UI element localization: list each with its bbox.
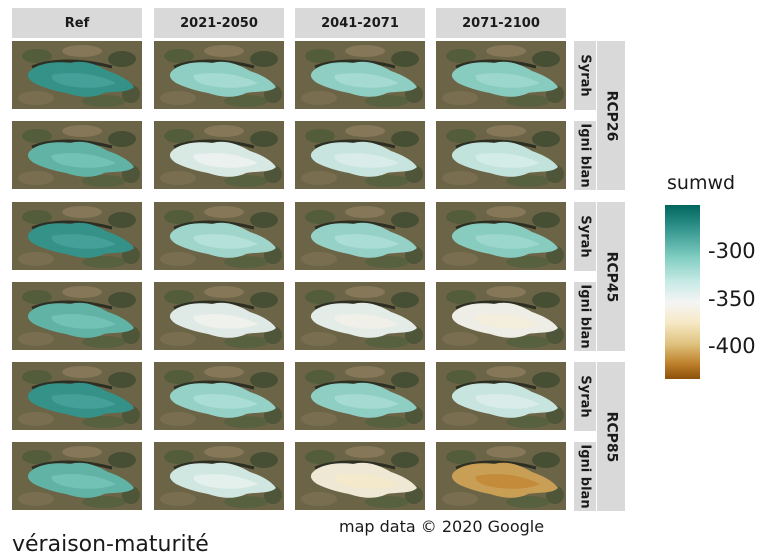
satellite-terrain: [12, 362, 142, 430]
map-panel: [295, 202, 425, 270]
satellite-terrain: [154, 282, 284, 350]
legend-colorbar: [665, 205, 700, 379]
satellite-terrain: [154, 41, 284, 109]
map-panel: [154, 121, 284, 189]
map-panel: [12, 442, 142, 510]
map-panel: [12, 121, 142, 189]
satellite-terrain: [295, 442, 425, 510]
row-label-syrah-rcp26: Syrah: [574, 41, 596, 110]
legend-tick-mark: [700, 300, 706, 301]
row-label-syrah-rcp85: Syrah: [574, 362, 596, 431]
scenario-label-rcp85: RCP85: [597, 362, 625, 511]
legend-tick-mark: [700, 252, 706, 253]
satellite-terrain: [436, 282, 566, 350]
legend-tick-mark: [700, 347, 706, 348]
legend-tick-label: -350: [708, 287, 756, 311]
map-panel: [436, 202, 566, 270]
satellite-terrain: [154, 442, 284, 510]
legend-title: sumwd: [667, 172, 736, 194]
map-panel: [154, 41, 284, 109]
satellite-terrain: [12, 202, 142, 270]
scenario-label-rcp45: RCP45: [597, 202, 625, 351]
satellite-terrain: [295, 121, 425, 189]
map-panel: [154, 362, 284, 430]
map-attribution: map data © 2020 Google: [339, 517, 545, 536]
map-panel: [295, 442, 425, 510]
legend-tick-label: -300: [708, 239, 756, 263]
satellite-terrain: [436, 121, 566, 189]
satellite-terrain: [295, 41, 425, 109]
column-header-2021-2050: 2021-2050: [154, 8, 284, 38]
satellite-terrain: [295, 362, 425, 430]
satellite-terrain: [12, 442, 142, 510]
map-panel: [154, 442, 284, 510]
map-panel: [12, 362, 142, 430]
column-header-2071-2100: 2071-2100: [436, 8, 566, 38]
satellite-terrain: [12, 282, 142, 350]
column-header-ref: Ref: [12, 8, 142, 38]
map-panel: [295, 362, 425, 430]
map-panel: [436, 121, 566, 189]
figure-title: véraison-maturité: [12, 532, 209, 557]
map-panel: [436, 362, 566, 430]
satellite-terrain: [295, 202, 425, 270]
map-panel: [12, 282, 142, 350]
satellite-terrain: [295, 282, 425, 350]
satellite-terrain: [436, 362, 566, 430]
scenario-label-rcp26: RCP26: [597, 41, 625, 190]
satellite-terrain: [154, 362, 284, 430]
satellite-terrain: [12, 121, 142, 189]
row-label-igni-blan-rcp26: Igni blan: [574, 121, 596, 190]
column-header-2041-2071: 2041-2071: [295, 8, 425, 38]
map-panel: [436, 442, 566, 510]
map-panel: [436, 282, 566, 350]
map-panel: [295, 282, 425, 350]
map-panel: [154, 202, 284, 270]
satellite-terrain: [436, 41, 566, 109]
satellite-terrain: [436, 442, 566, 510]
row-label-igni-blan-rcp85: Igni blan: [574, 442, 596, 511]
satellite-terrain: [436, 202, 566, 270]
map-panel: [295, 121, 425, 189]
satellite-terrain: [154, 202, 284, 270]
row-label-igni-blan-rcp45: Igni blan: [574, 282, 596, 351]
map-panel: [295, 41, 425, 109]
row-label-syrah-rcp45: Syrah: [574, 202, 596, 271]
map-panel: [12, 202, 142, 270]
map-panel: [12, 41, 142, 109]
satellite-terrain: [12, 41, 142, 109]
legend-tick-label: -400: [708, 334, 756, 358]
satellite-terrain: [154, 121, 284, 189]
map-panel: [436, 41, 566, 109]
map-panel: [154, 282, 284, 350]
